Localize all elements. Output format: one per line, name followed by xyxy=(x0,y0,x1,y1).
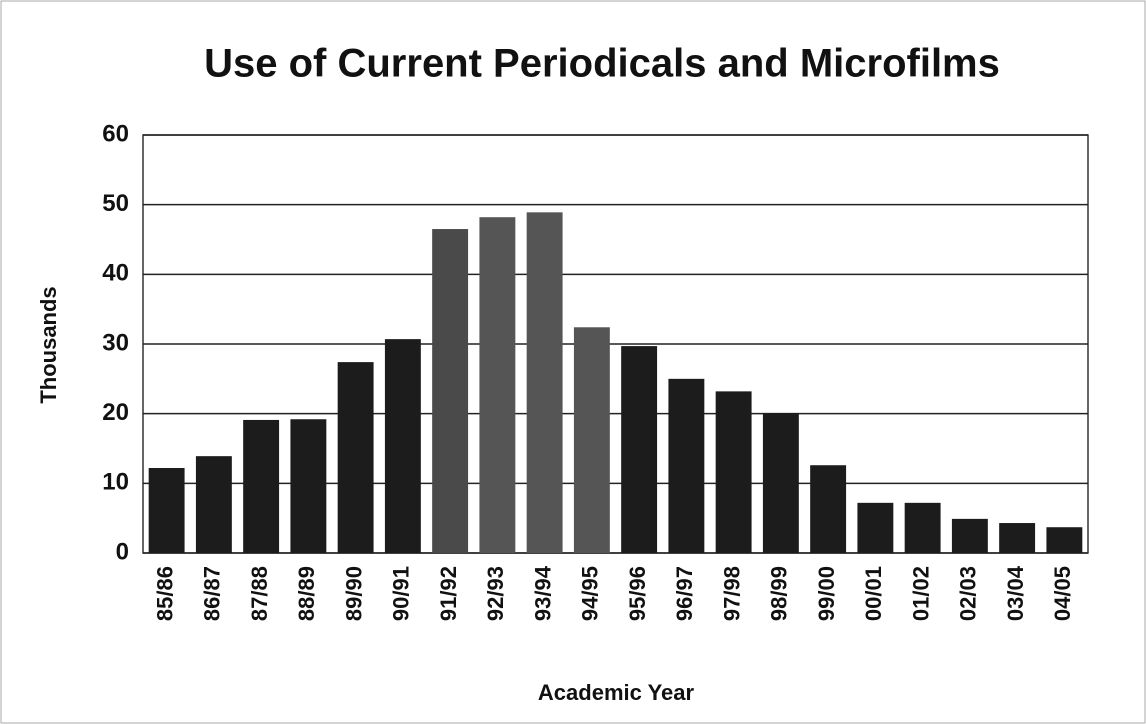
bar xyxy=(337,362,374,553)
bar xyxy=(857,502,894,553)
bar xyxy=(810,465,847,553)
x-tick-label: 85/86 xyxy=(152,566,177,621)
bar xyxy=(384,339,421,553)
bar xyxy=(479,217,516,553)
y-tick-label: 20 xyxy=(102,399,129,426)
x-tick-label: 87/88 xyxy=(247,566,272,621)
bar xyxy=(290,419,327,553)
x-tick-label: 02/03 xyxy=(956,566,981,621)
bar xyxy=(762,412,799,553)
y-tick-label: 0 xyxy=(116,538,129,565)
bar xyxy=(195,456,232,553)
x-tick-label: 99/00 xyxy=(814,566,839,621)
bar xyxy=(715,391,752,553)
bar xyxy=(432,229,469,554)
bar xyxy=(573,327,610,553)
x-tick-label: 86/87 xyxy=(200,566,225,621)
y-tick-label: 30 xyxy=(102,329,129,356)
x-tick-label: 93/94 xyxy=(530,565,555,621)
bar xyxy=(243,419,280,553)
x-tick-label: 00/01 xyxy=(861,566,886,621)
x-tick-label: 95/96 xyxy=(625,566,650,621)
x-tick-label: 01/02 xyxy=(908,566,933,621)
x-axis-title: Academic Year xyxy=(538,680,695,705)
chart-title: Use of Current Periodicals and Microfilm… xyxy=(204,42,1000,86)
bar xyxy=(999,523,1036,553)
y-tick-label: 60 xyxy=(102,120,129,147)
x-tick-label: 88/89 xyxy=(294,566,319,621)
bar xyxy=(148,468,185,553)
x-tick-label: 91/92 xyxy=(436,566,461,621)
y-tick-label: 40 xyxy=(102,260,129,287)
bar xyxy=(951,518,988,553)
x-tick-label: 04/05 xyxy=(1050,566,1075,621)
y-tick-label: 10 xyxy=(102,469,129,496)
x-tick-label: 94/95 xyxy=(578,566,603,621)
x-tick-label: 89/90 xyxy=(341,566,366,621)
x-tick-label: 90/91 xyxy=(389,566,414,621)
bar xyxy=(621,346,658,553)
bar xyxy=(1046,527,1083,553)
y-tick-label: 50 xyxy=(102,190,129,217)
x-tick-label: 92/93 xyxy=(483,566,508,621)
bar xyxy=(904,502,941,553)
bar xyxy=(526,212,563,553)
x-tick-label: 98/99 xyxy=(767,566,792,621)
y-axis-title: Thousands xyxy=(36,286,61,403)
x-tick-label: 96/97 xyxy=(672,566,697,621)
bar xyxy=(668,378,705,553)
x-tick-label: 97/98 xyxy=(719,566,744,621)
x-tick-label: 03/04 xyxy=(1003,565,1028,621)
